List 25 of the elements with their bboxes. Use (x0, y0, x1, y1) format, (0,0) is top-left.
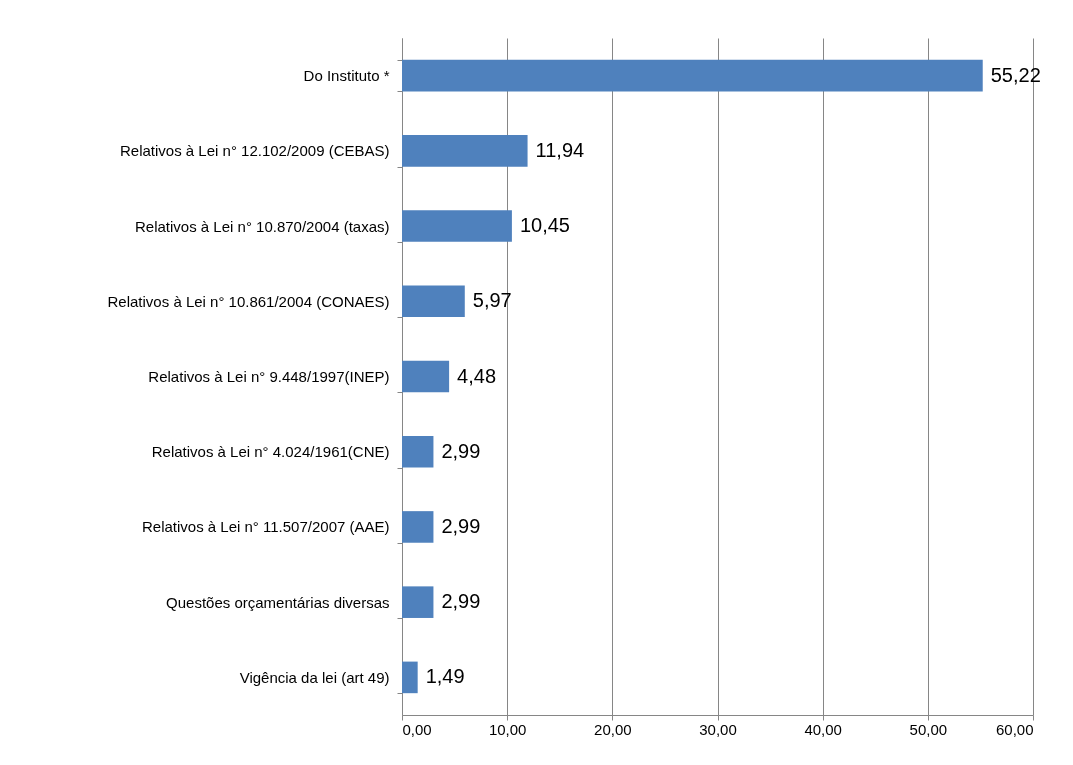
data-label: 2,99 (441, 439, 481, 462)
y-tick-label: Relativos à Lei n° 11.507/2007 (AAE) (141, 518, 390, 536)
data-label: 1,49 (425, 665, 465, 688)
x-tick-label: 40,00 (804, 720, 842, 738)
data-label: 2,99 (441, 514, 481, 537)
x-tick-label: 0,00 (402, 720, 432, 738)
y-tick-label: Vigência da lei (art 49) (239, 668, 390, 686)
data-label: 10,45 (519, 214, 570, 237)
x-tick-label: 20,00 (594, 720, 632, 738)
x-tick-label: 60,00 (995, 720, 1034, 738)
y-tick-label: Relativos à Lei n° 10.861/2004 (CONAES) (107, 292, 390, 310)
y-tick-label: Questões orçamentárias diversas (166, 593, 390, 611)
y-tick-label: Relativos à Lei n° 12.102/2009 (CEBAS) (120, 142, 390, 160)
data-label: 4,48 (457, 364, 497, 387)
data-label: 11,94 (535, 138, 585, 161)
y-tick-label: Relativos à Lei n° 9.448/1997(INEP) (148, 368, 390, 385)
data-label: 5,97 (472, 289, 512, 312)
y-tick-label: Do Instituto * (303, 67, 390, 85)
y-tick-label: Relativos à Lei n° 10.870/2004 (taxas) (135, 217, 390, 235)
y-tick-label: Relativos à Lei n° 4.024/1961(CNE) (151, 443, 390, 461)
x-tick-label: 10,00 (488, 720, 527, 738)
data-label: 2,99 (441, 590, 481, 613)
data-label: 55,22 (990, 63, 1041, 86)
x-tick-label: 30,00 (699, 720, 737, 738)
x-tick-label: 50,00 (909, 720, 948, 738)
